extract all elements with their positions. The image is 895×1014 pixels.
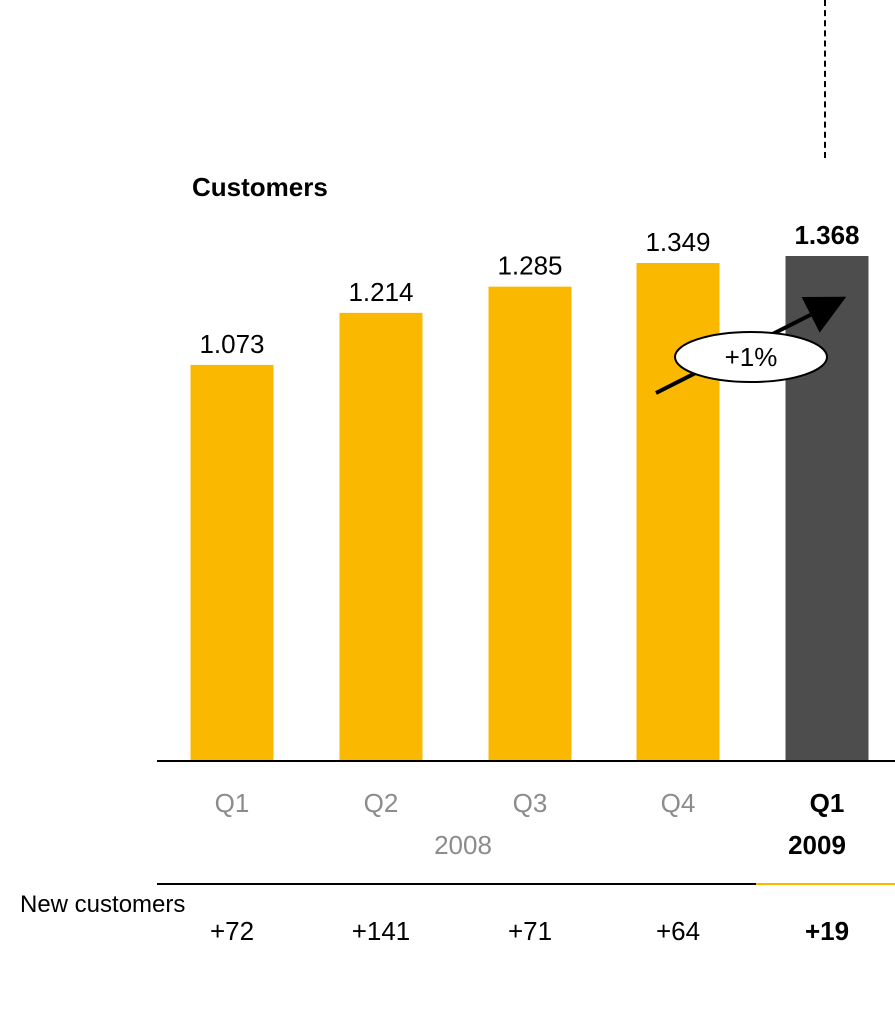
- divider-dashed-line: [824, 0, 826, 158]
- bar-value-label: 1.285: [497, 251, 562, 281]
- bar-q2-2008: [339, 312, 423, 761]
- new-customers-value: +64: [655, 916, 701, 946]
- category-label: Q4: [661, 788, 696, 818]
- growth-percent-label: +1%: [725, 342, 778, 372]
- bar-value-label: 1.073: [199, 329, 264, 359]
- new-customers-label: New customers: [20, 891, 186, 918]
- category-label: Q3: [513, 788, 548, 818]
- bar-value-label: 1.349: [645, 227, 710, 257]
- new-customers-value: +71: [507, 916, 553, 946]
- bar-value-label: 1.368: [794, 220, 859, 250]
- category-label: Q2: [364, 788, 399, 818]
- chart-title: Customers: [192, 172, 328, 202]
- new-customers-value: +19: [804, 916, 850, 946]
- new-customers-value: +72: [209, 916, 255, 946]
- bar-value-label: 1.214: [348, 277, 413, 307]
- category-label: Q1: [215, 788, 250, 818]
- category-label: Q1: [810, 788, 845, 818]
- new-customers-value: +141: [351, 916, 411, 946]
- bar-q3-2008: [488, 286, 572, 761]
- bar-q1-2008: [190, 364, 274, 761]
- year-label-2009: 2009: [788, 830, 846, 860]
- growth-bubble: +1%: [674, 331, 828, 383]
- year-label-2008: 2008: [434, 830, 492, 860]
